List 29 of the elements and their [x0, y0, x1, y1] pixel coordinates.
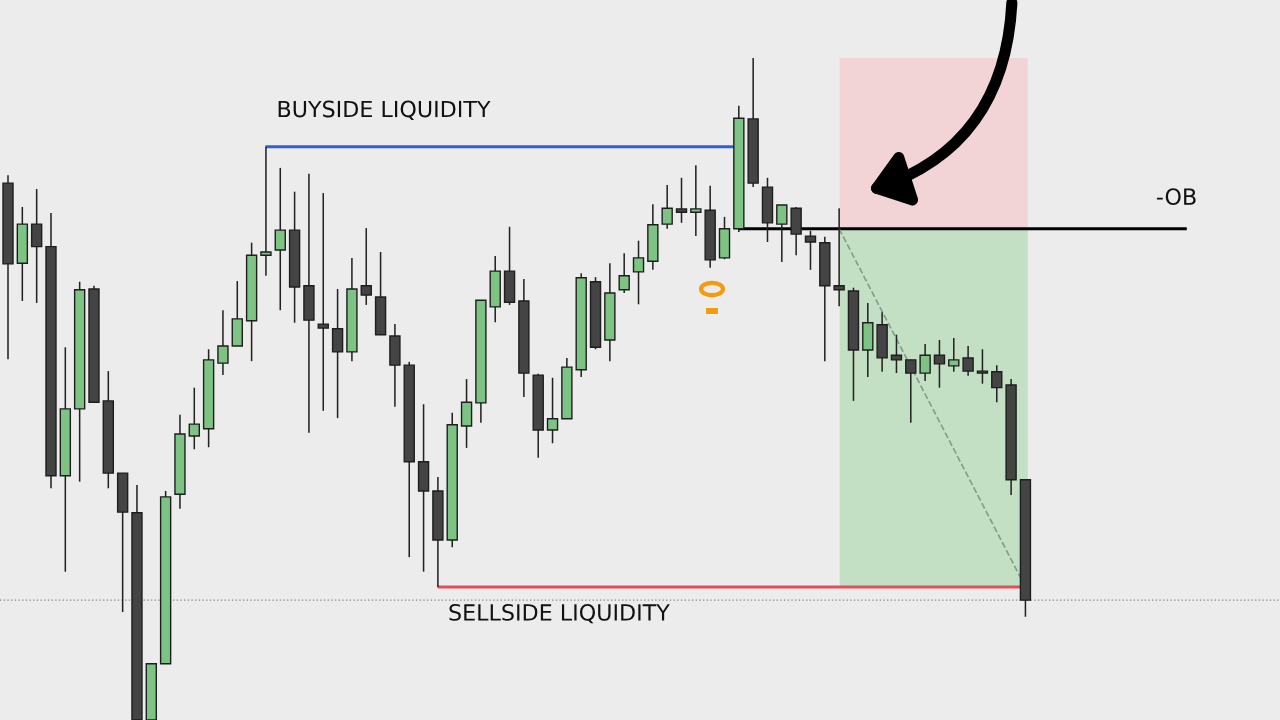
candlestick [188, 386, 201, 451]
candlestick [919, 343, 931, 382]
candlestick [890, 333, 903, 374]
candlestick [804, 230, 817, 271]
candlestick [690, 164, 702, 237]
candlestick [317, 192, 329, 412]
ref-line-label: -OB [1156, 188, 1196, 206]
candlestick [661, 184, 673, 230]
candlestick [962, 345, 974, 377]
candlestick [331, 288, 344, 419]
candlestick [991, 364, 1003, 404]
candlestick [675, 177, 688, 224]
candlestick [260, 145, 272, 277]
candlestick [618, 252, 630, 294]
candlestick [460, 378, 473, 449]
candlestick [360, 227, 372, 306]
candlestick [217, 309, 229, 376]
candlestick [905, 359, 917, 424]
candlestick [833, 207, 845, 308]
candlestick [274, 167, 286, 311]
ref-line-label: SELLSIDE LIQUIDITY [449, 604, 670, 624]
candlestick [546, 376, 559, 445]
candlestick [776, 204, 788, 263]
ref-line-label: BUYSIDE LIQUIDITY [278, 100, 491, 120]
candlestick [976, 348, 989, 385]
candlestick [632, 239, 645, 306]
candlestick [933, 339, 946, 389]
candlestick [30, 188, 43, 304]
candlestick [948, 337, 960, 373]
